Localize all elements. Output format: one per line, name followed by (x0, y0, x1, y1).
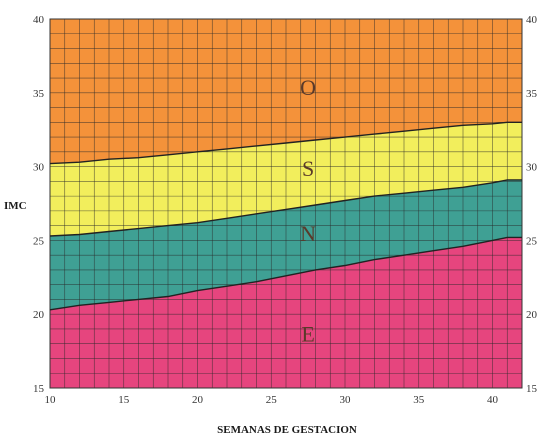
y-tick-label-right: 35 (526, 88, 538, 100)
y-tick-label-right: 20 (526, 309, 538, 321)
x-tick-label: 10 (45, 394, 57, 406)
region-label-s: S (302, 156, 314, 181)
y-tick-label-right: 40 (526, 14, 538, 26)
plot-frame (49, 18, 523, 389)
region-label-o: O (300, 75, 316, 100)
x-axis-title: SEMANAS DE GESTACION (217, 424, 357, 436)
y-tick-label-left: 35 (33, 88, 45, 100)
boundary-line-e-n (49, 236, 522, 311)
boundary-line-n-s (49, 179, 522, 237)
x-tick-label: 40 (487, 394, 499, 406)
y-axis-title: IMC (4, 200, 27, 212)
x-tick-label: 20 (192, 394, 204, 406)
grid-layer (49, 18, 523, 389)
x-tick-label: 15 (118, 394, 130, 406)
y-tick-label-left: 15 (33, 383, 45, 395)
y-tick-label-left: 20 (33, 309, 45, 321)
boundary-layer (49, 121, 522, 311)
y-tick-label-right: 30 (526, 162, 538, 174)
x-tick-label: 35 (413, 394, 425, 406)
region-label-e: E (301, 321, 314, 346)
labels-layer: E N S O (300, 75, 316, 346)
boundary-line-s-o (49, 121, 522, 165)
y-tick-label-left: 40 (33, 14, 45, 26)
y-tick-label-right: 25 (526, 235, 538, 247)
x-tick-label: 30 (340, 394, 352, 406)
y-tick-label-left: 25 (33, 235, 45, 247)
y-tick-label-right: 15 (526, 383, 538, 395)
x-tick-label: 25 (266, 394, 278, 406)
region-label-n: N (300, 221, 316, 246)
y-tick-label-left: 30 (33, 162, 45, 174)
